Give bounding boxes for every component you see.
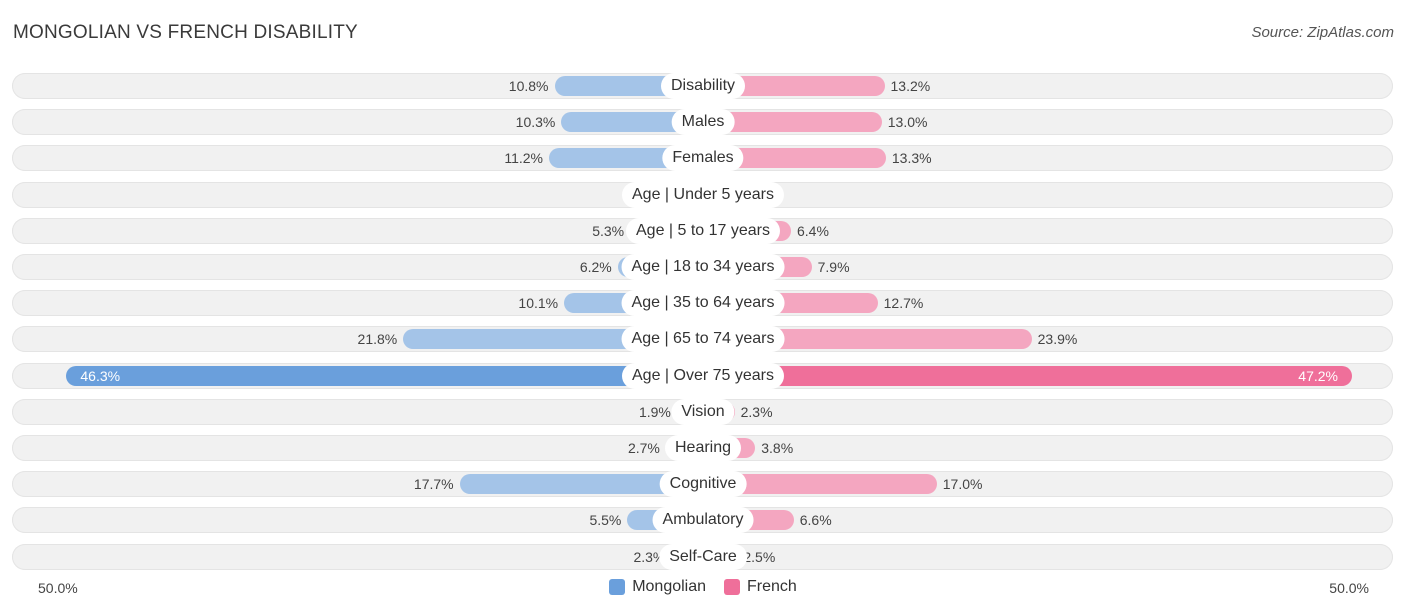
category-label: Age | 65 to 74 years xyxy=(621,326,785,352)
value-label-french: 12.7% xyxy=(883,295,924,311)
legend: Mongolian French xyxy=(0,578,1406,596)
value-label-french: 13.0% xyxy=(887,114,928,130)
value-label-french: 13.2% xyxy=(890,78,931,94)
bar-french xyxy=(703,366,1352,386)
legend-label-mongolian: Mongolian xyxy=(632,578,707,595)
value-label-mongolian: 2.7% xyxy=(627,440,660,456)
legend-swatch-french xyxy=(724,579,741,595)
category-label: Males xyxy=(671,109,735,135)
row-track: 11.2% 13.3% Females xyxy=(12,145,1393,171)
category-label: Disability xyxy=(660,73,746,99)
bar-mongolian xyxy=(459,474,703,494)
value-label-mongolian: 6.2% xyxy=(579,259,612,275)
bar-french xyxy=(703,329,1032,349)
bar-french xyxy=(703,148,886,168)
category-label: Cognitive xyxy=(659,471,747,497)
category-label: Vision xyxy=(671,399,735,425)
category-label: Hearing xyxy=(664,435,742,461)
category-label: Females xyxy=(662,145,744,171)
legend-item-french: French xyxy=(724,578,797,596)
value-label-french: 47.2% xyxy=(1298,368,1338,384)
row-track: 2.3% 2.5% Self-Care xyxy=(12,544,1393,570)
bar-french xyxy=(703,76,885,96)
value-label-mongolian: 1.9% xyxy=(638,404,671,420)
row-track: 6.2% 7.9% Age | 18 to 34 years xyxy=(12,254,1393,280)
row-track: 5.5% 6.6% Ambulatory xyxy=(12,507,1393,533)
value-label-french: 13.3% xyxy=(891,150,932,166)
row-track: 21.8% 23.9% Age | 65 to 74 years xyxy=(12,326,1393,352)
value-label-french: 17.0% xyxy=(942,476,983,492)
legend-swatch-mongolian xyxy=(609,579,626,595)
row-track: 17.7% 17.0% Cognitive xyxy=(12,471,1393,497)
value-label-french: 6.4% xyxy=(797,223,829,239)
category-label: Self-Care xyxy=(659,544,747,570)
bar-french xyxy=(703,112,882,132)
value-label-french: 23.9% xyxy=(1037,331,1078,347)
legend-item-mongolian: Mongolian xyxy=(609,578,706,596)
value-label-mongolian: 10.1% xyxy=(518,295,559,311)
axis-right-label: 50.0% xyxy=(1329,580,1369,596)
category-label: Age | 35 to 64 years xyxy=(621,290,785,316)
bar-mongolian xyxy=(561,112,703,132)
value-label-french: 2.5% xyxy=(743,549,776,565)
category-label: Age | 5 to 17 years xyxy=(625,218,781,244)
value-label-french: 2.3% xyxy=(740,404,773,420)
row-track: 5.3% 6.4% Age | 5 to 17 years xyxy=(12,218,1393,244)
value-label-french: 7.9% xyxy=(817,259,850,275)
row-track: 2.7% 3.8% Hearing xyxy=(12,435,1393,461)
bar-mongolian xyxy=(66,366,703,386)
value-label-mongolian: 10.8% xyxy=(508,78,549,94)
row-track: 1.9% 2.3% Vision xyxy=(12,399,1393,425)
chart-title: MONGOLIAN VS FRENCH DISABILITY xyxy=(13,22,358,43)
value-label-mongolian: 2.3% xyxy=(633,549,666,565)
row-track: 10.8% 13.2% Disability xyxy=(12,73,1393,99)
value-label-mongolian: 10.3% xyxy=(515,114,556,130)
row-track: 10.1% 12.7% Age | 35 to 64 years xyxy=(12,290,1393,316)
category-label: Ambulatory xyxy=(652,507,754,533)
value-label-mongolian: 5.5% xyxy=(589,512,622,528)
category-label: Age | Under 5 years xyxy=(621,182,785,208)
axis-left-label: 50.0% xyxy=(38,580,78,596)
value-label-french: 3.8% xyxy=(761,440,794,456)
source-note: Source: ZipAtlas.com xyxy=(1251,24,1394,41)
value-label-mongolian: 46.3% xyxy=(80,368,121,384)
row-track: 10.3% 13.0% Males xyxy=(12,109,1393,135)
value-label-mongolian: 11.2% xyxy=(504,150,543,166)
value-label-mongolian: 5.3% xyxy=(592,223,625,239)
value-label-mongolian: 21.8% xyxy=(357,331,398,347)
legend-label-french: French xyxy=(747,578,797,595)
value-label-french: 6.6% xyxy=(799,512,832,528)
row-track: 1.1%1.7%Age | Under 5 years xyxy=(12,182,1393,208)
category-label: Age | Over 75 years xyxy=(622,363,784,389)
value-label-mongolian: 17.7% xyxy=(413,476,454,492)
bar-french xyxy=(703,474,937,494)
category-label: Age | 18 to 34 years xyxy=(621,254,785,280)
row-track: 46.3% 47.2% Age | Over 75 years xyxy=(12,363,1393,389)
